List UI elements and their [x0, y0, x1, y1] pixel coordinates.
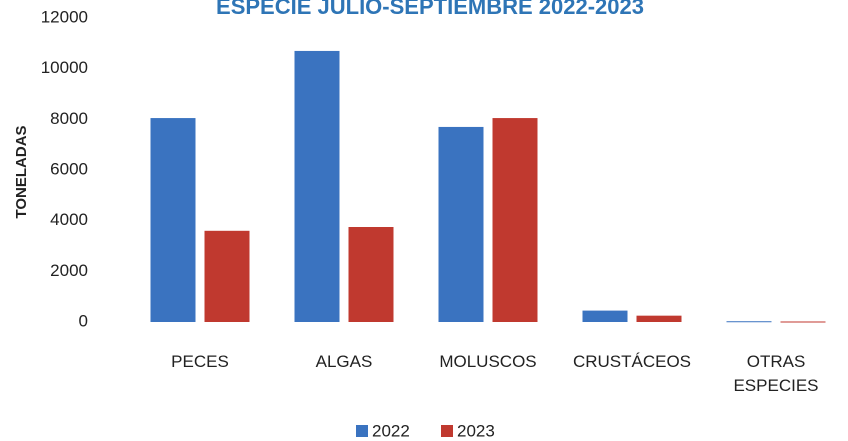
legend-label: 2022 — [372, 421, 410, 440]
x-tick-label: PECES — [171, 352, 229, 371]
x-tick-label: ALGAS — [315, 352, 373, 371]
legend-swatch — [356, 425, 368, 437]
bar — [780, 321, 826, 323]
x-tick-label: MOLUSCOS — [439, 352, 537, 371]
y-tick-label: 2000 — [50, 261, 88, 280]
bar — [492, 118, 538, 322]
bar — [150, 118, 196, 322]
bar — [294, 50, 340, 322]
x-tick-label: CRUSTÁCEOS — [572, 352, 692, 371]
bar — [438, 126, 484, 322]
bar — [348, 227, 394, 322]
y-tick-label: 4000 — [50, 210, 88, 229]
y-axis-label: TONELADAS — [13, 125, 30, 218]
y-tick-label: 8000 — [50, 109, 88, 128]
bar — [636, 315, 682, 322]
y-tick-label: 10000 — [41, 58, 88, 77]
y-tick-label: 12000 — [41, 7, 88, 26]
chart-title: ESPECIE JULIO-SEPTIEMBRE 2022-2023 — [216, 0, 644, 19]
legend-label: 2023 — [457, 421, 495, 440]
x-tick-label: OTRAS ESPECIES — [733, 352, 819, 395]
bar — [582, 310, 628, 322]
y-tick-label: 6000 — [50, 159, 88, 178]
bar — [726, 321, 772, 323]
y-tick-label: 0 — [79, 311, 88, 330]
legend-swatch — [441, 425, 453, 437]
bar — [204, 230, 250, 322]
